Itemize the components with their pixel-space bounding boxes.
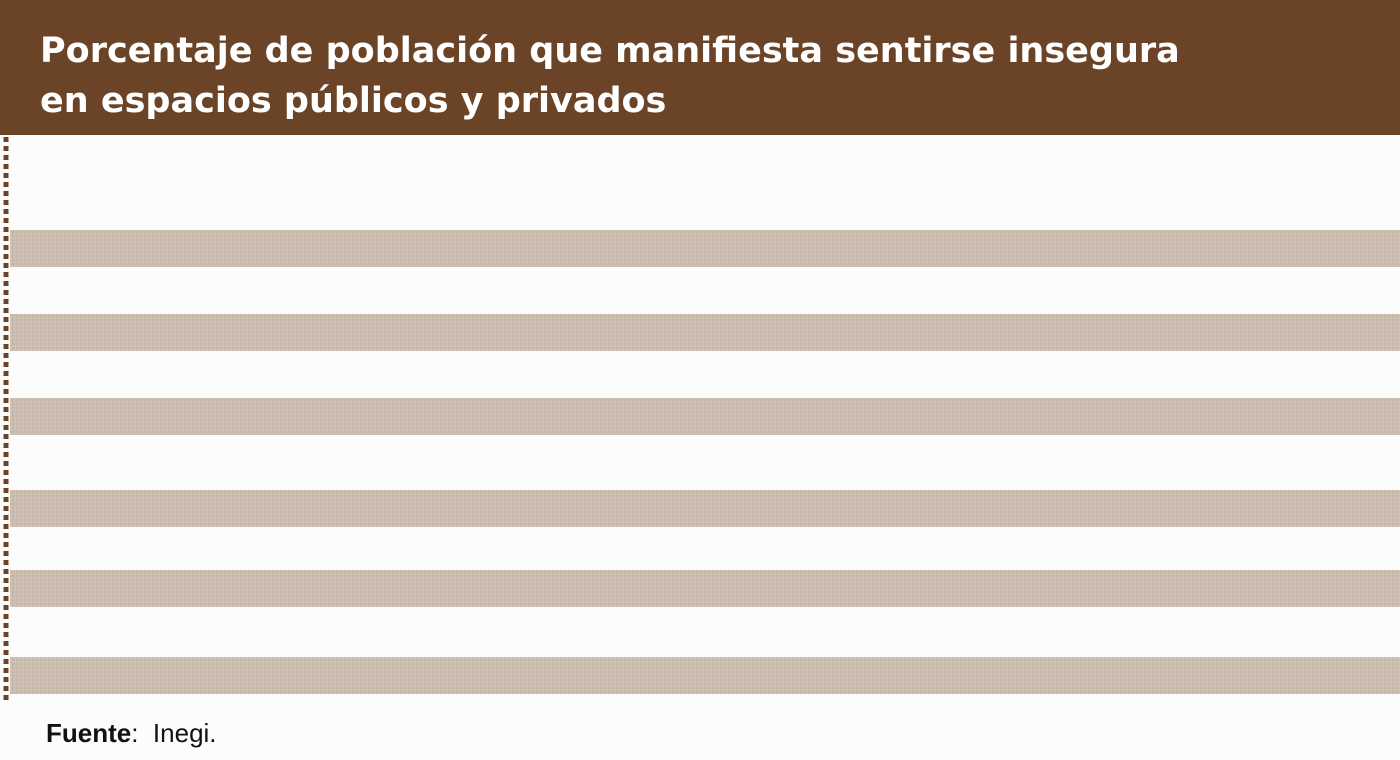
row-band	[10, 570, 1400, 607]
row-bands	[10, 230, 1400, 694]
row-band	[10, 490, 1400, 527]
source-value: Inegi.	[152, 718, 217, 748]
chart-title: Porcentaje de población que manifiesta s…	[40, 31, 1180, 121]
row-band	[10, 314, 1400, 351]
header-bar: Porcentaje de población que manifiesta s…	[0, 0, 1400, 135]
source-label: Fuente	[46, 718, 132, 748]
row-band	[10, 657, 1400, 694]
source-note: Fuente: Inegi.	[46, 718, 217, 749]
source-separator: :	[131, 718, 139, 748]
chart-plot-area	[3, 137, 1400, 700]
row-band	[10, 398, 1400, 435]
row-band	[10, 230, 1400, 267]
